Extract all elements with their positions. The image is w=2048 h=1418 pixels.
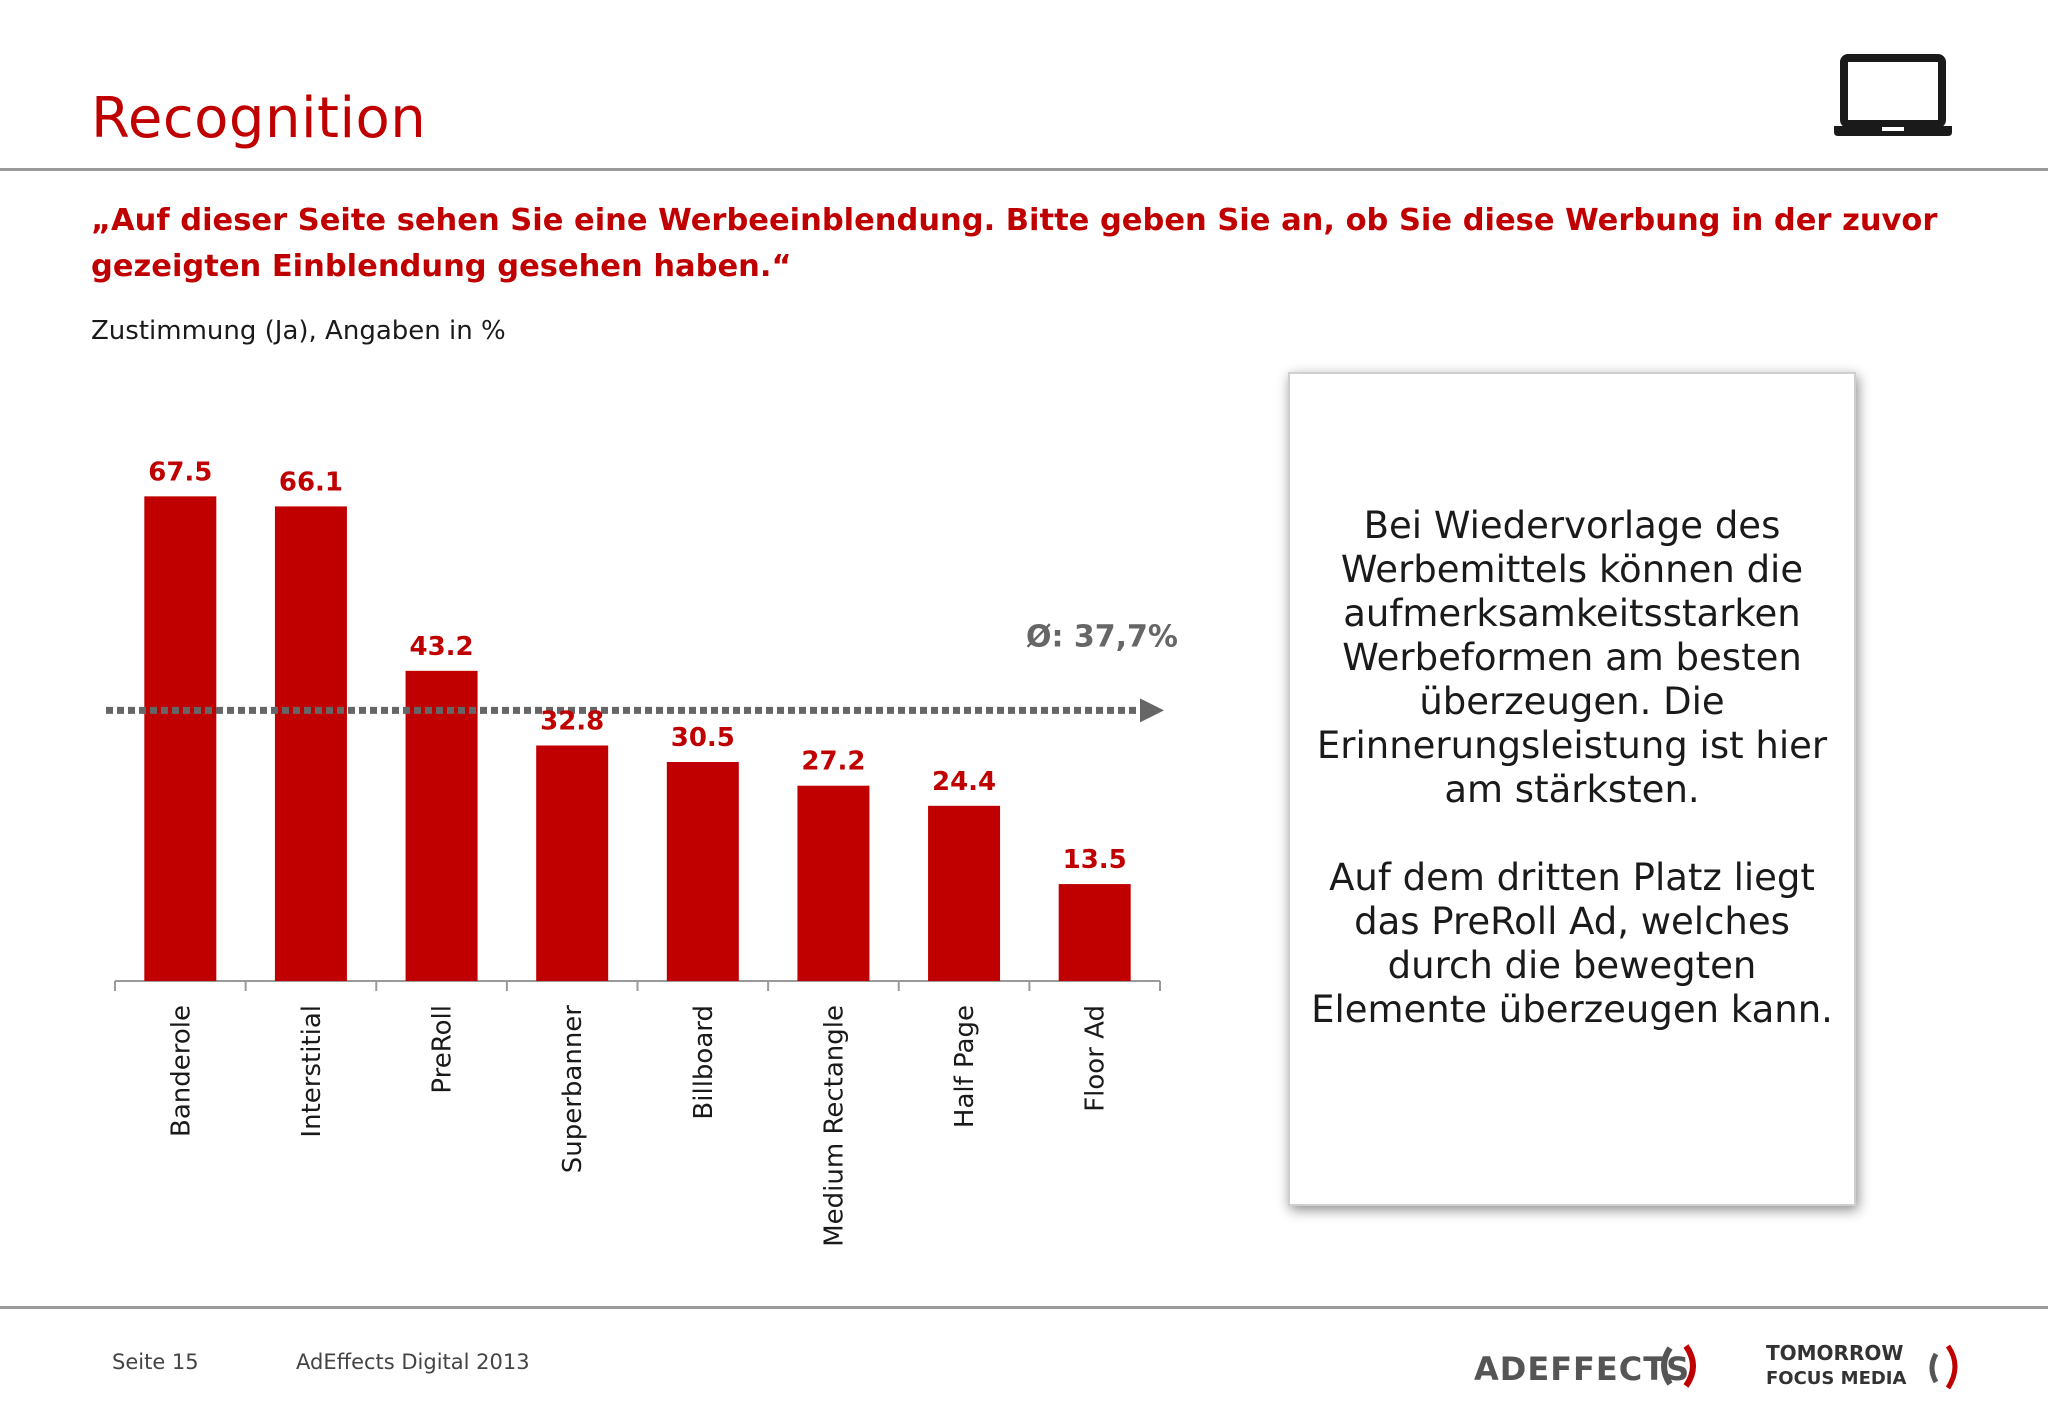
page-number: Seite 15 [112, 1350, 199, 1374]
value-label: 30.5 [671, 723, 735, 753]
laptop-icon [1834, 54, 1952, 136]
value-label: 13.5 [1063, 845, 1127, 875]
category-label: Banderole [166, 1005, 196, 1137]
value-label: 66.1 [279, 467, 343, 497]
value-label: 27.2 [801, 747, 865, 777]
study-name: AdEffects Digital 2013 [296, 1350, 530, 1374]
value-label: 43.2 [409, 632, 473, 662]
adeffects-logo-text: ADEFFECTS [1474, 1350, 1690, 1388]
category-label: Billboard [689, 1005, 719, 1120]
bar [666, 762, 739, 981]
info-box: Bei Wiedervorlage des Werbemittels könne… [1288, 372, 1856, 1206]
category-label: Medium Rectangle [819, 1005, 849, 1247]
value-label: 24.4 [932, 767, 996, 797]
value-label: 32.8 [540, 706, 604, 736]
category-label: Superbanner [558, 1005, 588, 1174]
info-paragraph-2: Auf dem dritten Platz liegt das PreRoll … [1311, 856, 1833, 1031]
footer-divider [0, 1306, 2048, 1309]
tfm-logo-line1: TOMORROW [1766, 1341, 1903, 1365]
info-paragraph-1: Bei Wiedervorlage des Werbemittels könne… [1316, 504, 1828, 811]
value-label: 67.5 [148, 457, 212, 487]
average-label: Ø: 37,7% [1026, 619, 1178, 654]
tomorrow-focus-media-logo: TOMORROW FOCUS MEDIA [1766, 1341, 1958, 1390]
bar [1058, 884, 1131, 981]
bar [797, 785, 870, 981]
bar [274, 506, 347, 981]
category-label: Floor Ad [1081, 1005, 1111, 1112]
chart-subtitle: Zustimmung (Ja), Angaben in % [91, 316, 506, 346]
bar-chart: Ø: 37,7% 67.5 66.1 43.2 32.8 30.5 27.2 24.4 13.5… [106, 457, 1178, 1247]
header-divider [0, 168, 2048, 171]
bar [405, 670, 478, 981]
average-arrowhead [1140, 698, 1164, 723]
adeffects-logo: ADEFFECTS [1474, 1344, 1696, 1388]
bar [144, 496, 217, 981]
bar [536, 745, 609, 981]
page-title: Recognition [91, 86, 427, 151]
category-label: PreRoll [428, 1005, 458, 1094]
survey-question: „Auf dieser Seite sehen Sie eine Werbeei… [91, 203, 1938, 284]
category-label: Interstitial [297, 1005, 327, 1138]
bar [928, 805, 1001, 981]
tfm-logo-line2: FOCUS MEDIA [1766, 1368, 1907, 1389]
category-label: Half Page [950, 1005, 980, 1128]
